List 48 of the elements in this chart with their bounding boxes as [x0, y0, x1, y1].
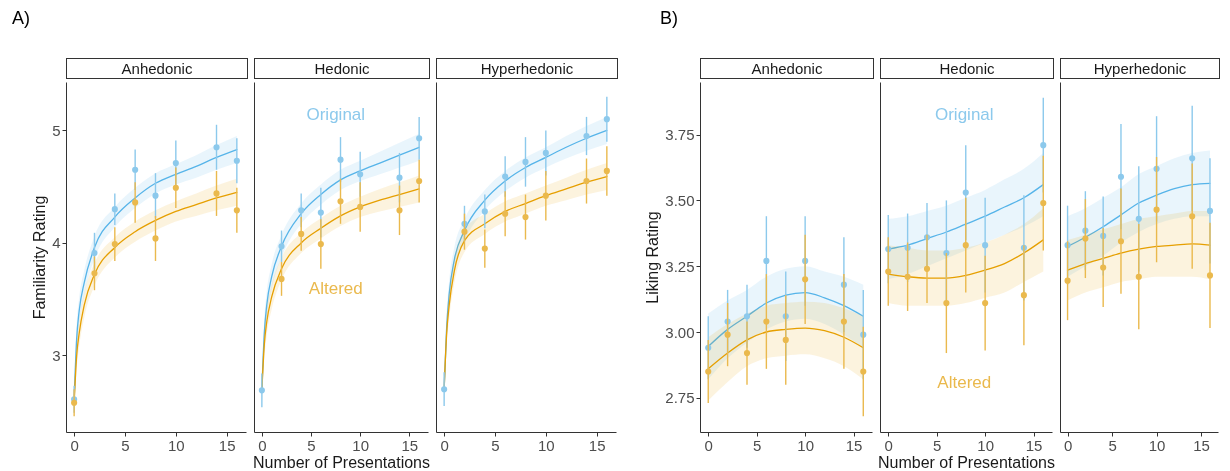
x-tick-label: 5	[753, 436, 762, 454]
text: Original	[934, 105, 994, 125]
text: A)	[12, 8, 30, 29]
y-tick-label: 3.75	[665, 126, 695, 144]
x-tick-label: 5	[491, 436, 500, 454]
x-tick-label: 5	[933, 436, 942, 454]
x-tick-label: 15	[401, 436, 419, 454]
x-tick-label: 15	[588, 436, 606, 454]
x-tick-label: 15	[1025, 436, 1043, 454]
series-label: Altered	[308, 278, 363, 298]
chart-title: Hyperhedonic	[1060, 58, 1220, 79]
x-tick-label: 5	[307, 436, 316, 454]
x-tick-label: 10	[352, 436, 370, 454]
chart-title: Hedonic	[254, 58, 430, 79]
chart-title: Anhedonic	[66, 58, 248, 79]
x-tick-label: 15	[218, 436, 236, 454]
x-tick-label: 0	[884, 436, 893, 454]
text: Original	[306, 105, 366, 125]
x-tick-label: 0	[258, 436, 267, 454]
x-axis-title: Number of Presentations	[253, 453, 430, 471]
x-tick-label: 10	[1148, 436, 1166, 454]
chart-title: Anhedonic	[700, 58, 874, 79]
x-axis-title: Number of Presentations	[878, 453, 1055, 471]
y-tick-label: 5	[52, 121, 61, 139]
y-tick-label: 2.75	[665, 389, 695, 407]
y-axis-title: Liking Rating	[644, 211, 662, 304]
x-tick-label: 0	[440, 436, 449, 454]
x-tick-label: 0	[1063, 436, 1073, 454]
y-tick-label: 3	[52, 346, 61, 364]
x-tick-label: 5	[1108, 436, 1117, 454]
chart-title: Hyperhedonic	[436, 58, 618, 79]
chart-title: Hedonic	[880, 58, 1054, 79]
x-tick-label: 0	[704, 436, 713, 454]
y-tick-label: 3.50	[665, 191, 695, 209]
y-tick-label: 4	[52, 234, 61, 252]
x-tick-label: 15	[1193, 436, 1210, 454]
x-tick-label: 15	[845, 436, 863, 454]
y-tick-label: 3.00	[665, 323, 695, 341]
x-tick-label: 10	[977, 436, 994, 454]
y-tick-label: 3.25	[665, 257, 695, 275]
x-tick-label: 10	[797, 436, 814, 454]
x-tick-label: 10	[167, 436, 185, 454]
x-tick-label: 0	[70, 436, 79, 454]
text: B)	[660, 8, 678, 29]
x-tick-label: 5	[121, 436, 130, 454]
x-tick-label: 10	[537, 436, 555, 454]
text: Altered	[937, 373, 992, 392]
y-axis-title: Familiarity Rating	[31, 195, 49, 320]
